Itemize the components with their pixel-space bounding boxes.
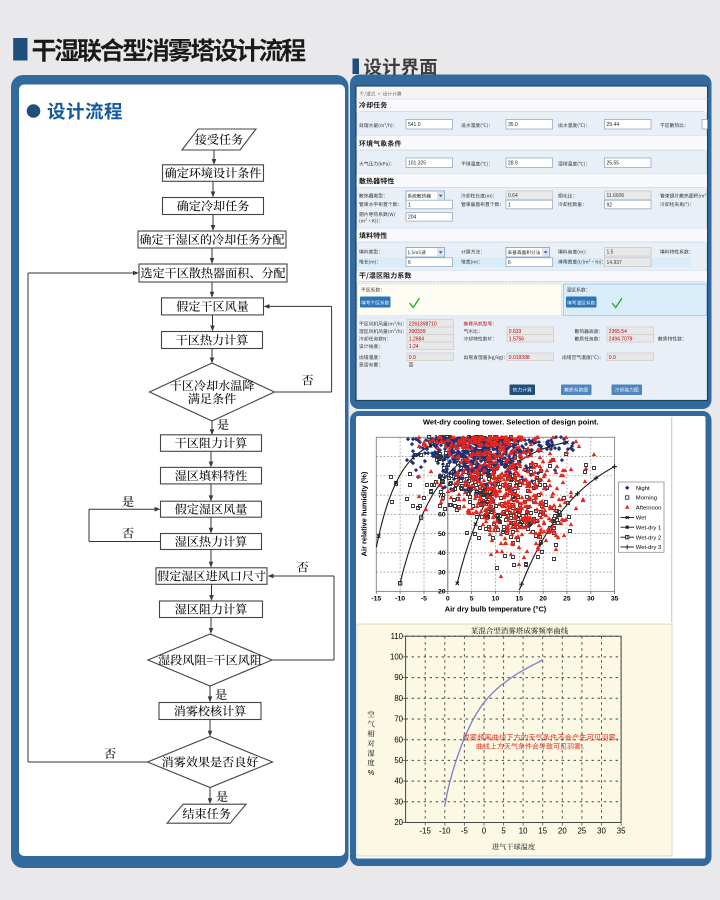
svg-text:20: 20 [558,827,567,836]
svg-text:30: 30 [597,827,606,836]
svg-text:Night: Night [636,486,650,492]
svg-text:Air dry bulb temperature (°C): Air dry bulb temperature (°C) [445,605,547,614]
svg-text:80: 80 [394,694,403,703]
svg-text:1: 1 [408,202,411,208]
svg-text:15: 15 [538,827,547,836]
svg-text:1: 1 [508,202,511,208]
svg-text:50: 50 [438,531,446,538]
svg-text:20: 20 [539,596,547,603]
svg-text:35: 35 [611,596,619,603]
svg-text:70: 70 [438,492,446,499]
svg-text:0.0: 0.0 [409,355,416,361]
svg-text:20: 20 [394,818,403,827]
svg-text:110: 110 [391,632,404,641]
svg-text:1.5756: 1.5756 [509,337,525,343]
svg-text:100: 100 [390,653,404,662]
svg-text:101.325: 101.325 [408,161,426,167]
svg-text:Wet-dry 3: Wet-dry 3 [636,545,662,551]
svg-text:6: 6 [508,260,511,266]
svg-text:2261398710: 2261398710 [409,322,437,328]
svg-text:Wet: Wet [636,516,647,522]
svg-text:2365.54: 2365.54 [609,329,627,335]
svg-text:10: 10 [519,827,528,836]
svg-text:0: 0 [446,596,450,603]
svg-text:Wet-dry 2: Wet-dry 2 [636,535,661,541]
svg-text:Morning: Morning [636,496,657,502]
svg-text:Wet-dry cooling tower. Selecti: Wet-dry cooling tower. Selection of desi… [423,418,599,427]
svg-text:-15: -15 [420,827,432,836]
svg-text:25.55: 25.55 [607,161,620,167]
svg-text:14.937: 14.937 [607,260,623,266]
svg-text:541.0: 541.0 [408,122,421,128]
svg-text:60: 60 [438,512,446,519]
svg-text:-10: -10 [395,596,405,603]
svg-text:70: 70 [394,715,403,724]
svg-text:1.5: 1.5 [607,250,614,256]
svg-text:25: 25 [563,596,571,603]
svg-text:30: 30 [438,569,446,576]
svg-text:40: 40 [438,550,446,557]
svg-text:50: 50 [394,756,403,765]
svg-text:0.64: 0.64 [508,193,518,199]
svg-text:-10: -10 [439,827,451,836]
svg-text:30: 30 [394,797,403,806]
svg-text:28.9: 28.9 [508,161,518,167]
svg-text:-5: -5 [421,596,427,603]
svg-text:92: 92 [607,202,613,208]
svg-text:5: 5 [501,827,506,836]
svg-text:35: 35 [617,827,626,836]
svg-text:0: 0 [482,827,487,836]
svg-text:1.2684: 1.2684 [409,337,425,343]
svg-text:11.6606: 11.6606 [607,193,625,199]
svg-text:-5: -5 [461,827,469,836]
svg-text:300339: 300339 [409,329,426,335]
svg-text:204: 204 [408,215,417,221]
svg-text:30: 30 [587,596,595,603]
svg-text:90: 90 [394,673,403,682]
svg-text:Afternoon: Afternoon [636,506,662,512]
svg-text:0.633: 0.633 [509,329,522,335]
svg-text:5: 5 [470,596,474,603]
svg-text:15: 15 [515,596,523,603]
svg-text:29.44: 29.44 [607,122,620,128]
svg-text:Air relative humidity (%): Air relative humidity (%) [360,471,369,556]
svg-text:%: % [368,768,375,777]
svg-text:6: 6 [408,260,411,266]
svg-text:0.019398: 0.019398 [509,355,530,361]
svg-text:25: 25 [578,827,587,836]
svg-text:20: 20 [438,589,446,596]
svg-text:60: 60 [394,735,403,744]
svg-text:0.0: 0.0 [609,355,616,361]
svg-text:-15: -15 [371,596,381,603]
svg-text:40: 40 [394,777,403,786]
svg-text:2494.7079: 2494.7079 [609,337,633,343]
svg-text:35.0: 35.0 [508,122,518,128]
svg-text:Wet-dry 1: Wet-dry 1 [636,525,661,531]
svg-text:10: 10 [492,596,500,603]
svg-text:1.24: 1.24 [409,344,419,350]
